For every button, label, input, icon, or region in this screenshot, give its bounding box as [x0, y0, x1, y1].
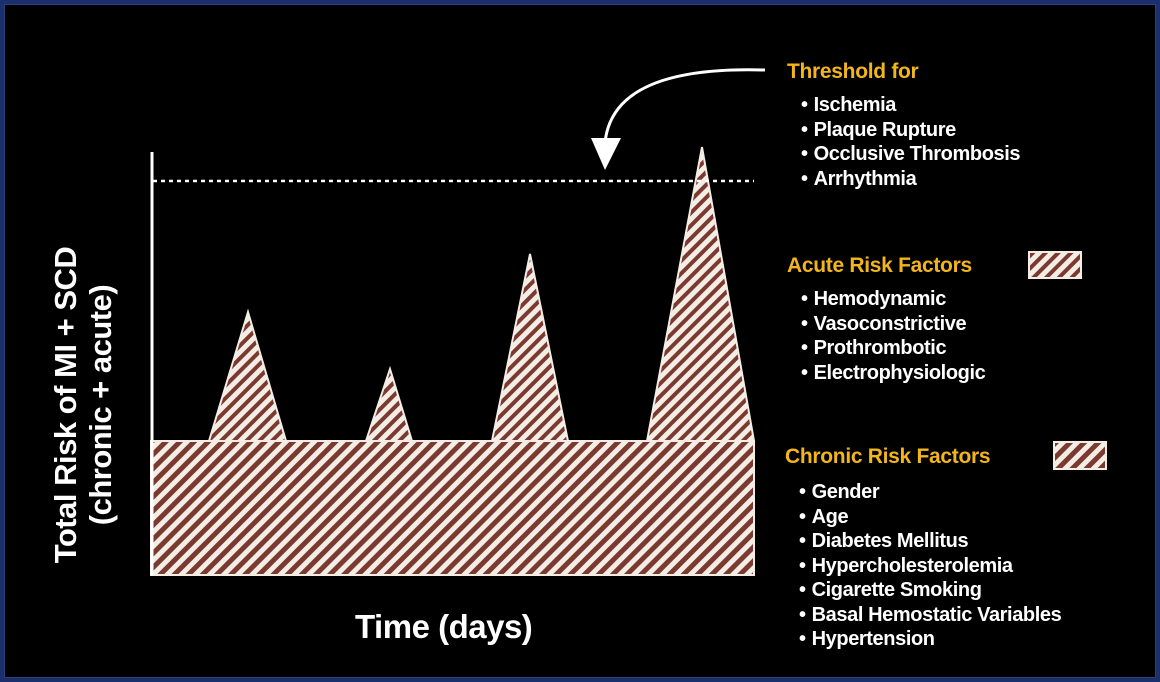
x-axis-label: Time (days) [355, 608, 533, 645]
y-axis-label-line1: Total Risk of MI + SCD [48, 246, 83, 564]
arrow-head-icon [591, 138, 621, 170]
chronic-risk-block [150, 440, 755, 576]
list-item: Hypertension [799, 627, 1061, 652]
slide: Total Risk of MI + SCD (chronic + acute)… [4, 4, 1156, 678]
list-item: Diabetes Mellitus [799, 529, 1061, 554]
list-item: Hypercholesterolemia [799, 554, 1061, 579]
list-item: Plaque Rupture [801, 118, 1020, 143]
risk-diagram [150, 68, 1107, 576]
chronic-swatch [1053, 441, 1107, 470]
threshold-arrow [603, 68, 766, 144]
list-item: Basal Hemostatic Variables [799, 603, 1062, 628]
acute-swatch [1028, 251, 1082, 279]
list-item: Ischemia [801, 93, 1020, 118]
acute-peak-2 [364, 365, 414, 442]
list-item: Prothrombotic [801, 336, 985, 361]
acute-peak-4 [645, 146, 756, 442]
chronic-heading: Chronic Risk Factors [785, 445, 991, 468]
acute-peak-3 [490, 253, 570, 442]
list-item: Gender [799, 480, 1061, 505]
list-item: Arrhythmia [801, 167, 1020, 192]
list-item: Vasoconstrictive [801, 312, 985, 337]
list-item: Cigarette Smoking [799, 578, 1061, 603]
list-item: Age [799, 505, 1061, 530]
list-item: Hemodynamic [801, 287, 985, 312]
list-item: Electrophysiologic [801, 361, 986, 386]
threshold-heading: Threshold for [787, 60, 919, 83]
acute-heading: Acute Risk Factors [787, 254, 972, 277]
chronic-list: Gender Age Diabetes Mellitus Hypercholes… [799, 480, 1062, 652]
y-axis-label: Total Risk of MI + SCD (chronic + acute) [48, 247, 118, 564]
acute-peak-1 [207, 308, 288, 442]
acute-list: Hemodynamic Vasoconstrictive Prothrombot… [801, 287, 986, 386]
threshold-list: Ischemia Plaque Rupture Occlusive Thromb… [801, 93, 1021, 192]
list-item: Occlusive Thrombosis [801, 142, 1021, 167]
y-axis-label-line2: (chronic + acute) [83, 284, 118, 526]
